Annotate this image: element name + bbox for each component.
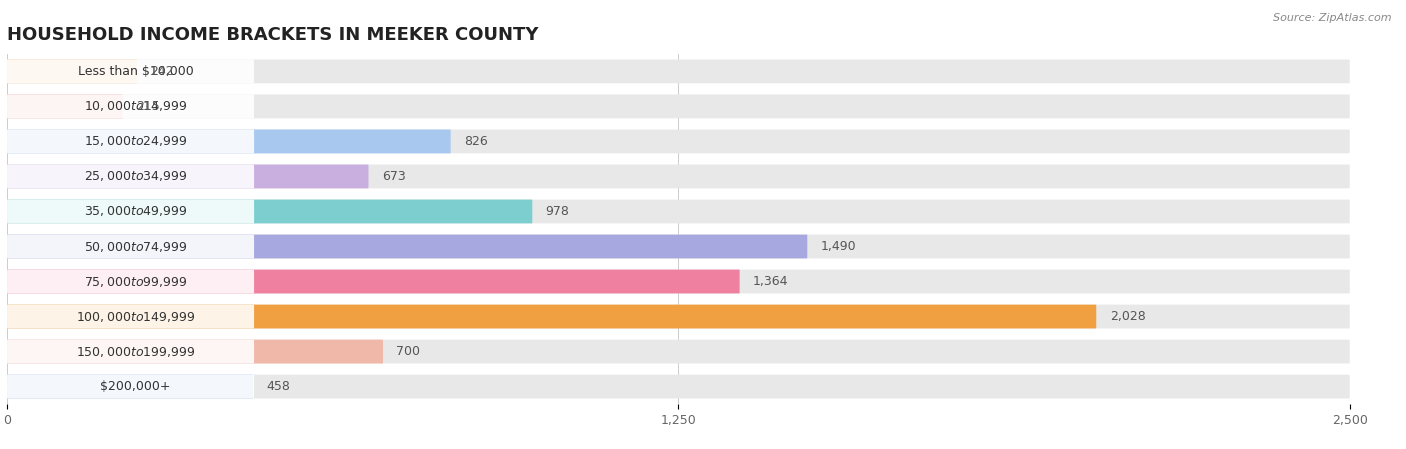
FancyBboxPatch shape [7, 94, 1350, 119]
Text: 1,490: 1,490 [821, 240, 856, 253]
FancyBboxPatch shape [7, 374, 254, 399]
Text: Source: ZipAtlas.com: Source: ZipAtlas.com [1274, 13, 1392, 23]
Text: 1,364: 1,364 [754, 275, 789, 288]
Text: 242: 242 [150, 65, 174, 78]
FancyBboxPatch shape [7, 129, 254, 154]
Text: $25,000 to $34,999: $25,000 to $34,999 [84, 169, 187, 184]
Text: Less than $10,000: Less than $10,000 [77, 65, 194, 78]
Text: 215: 215 [136, 100, 160, 113]
Text: 673: 673 [382, 170, 406, 183]
FancyBboxPatch shape [7, 94, 122, 119]
Text: $35,000 to $49,999: $35,000 to $49,999 [84, 204, 187, 219]
FancyBboxPatch shape [7, 59, 1350, 84]
FancyBboxPatch shape [7, 129, 451, 154]
Text: $200,000+: $200,000+ [100, 380, 170, 393]
FancyBboxPatch shape [7, 269, 254, 294]
FancyBboxPatch shape [7, 164, 254, 189]
FancyBboxPatch shape [7, 164, 368, 189]
FancyBboxPatch shape [7, 374, 1350, 399]
Text: HOUSEHOLD INCOME BRACKETS IN MEEKER COUNTY: HOUSEHOLD INCOME BRACKETS IN MEEKER COUN… [7, 26, 538, 44]
Text: 826: 826 [464, 135, 488, 148]
Text: 700: 700 [396, 345, 420, 358]
FancyBboxPatch shape [7, 339, 382, 364]
FancyBboxPatch shape [7, 234, 1350, 259]
FancyBboxPatch shape [7, 269, 740, 294]
FancyBboxPatch shape [7, 234, 807, 259]
FancyBboxPatch shape [7, 199, 533, 224]
FancyBboxPatch shape [7, 94, 254, 119]
FancyBboxPatch shape [7, 129, 1350, 154]
FancyBboxPatch shape [7, 199, 254, 224]
Text: $75,000 to $99,999: $75,000 to $99,999 [84, 274, 187, 289]
FancyBboxPatch shape [7, 374, 253, 399]
FancyBboxPatch shape [7, 59, 136, 84]
FancyBboxPatch shape [7, 304, 1097, 329]
FancyBboxPatch shape [7, 304, 1350, 329]
FancyBboxPatch shape [7, 164, 1350, 189]
FancyBboxPatch shape [7, 339, 1350, 364]
FancyBboxPatch shape [7, 234, 254, 259]
Text: $50,000 to $74,999: $50,000 to $74,999 [84, 239, 187, 254]
Text: $100,000 to $149,999: $100,000 to $149,999 [76, 309, 195, 324]
FancyBboxPatch shape [7, 59, 254, 84]
FancyBboxPatch shape [7, 339, 254, 364]
Text: 458: 458 [267, 380, 290, 393]
Text: $150,000 to $199,999: $150,000 to $199,999 [76, 344, 195, 359]
Text: 978: 978 [546, 205, 569, 218]
Text: $10,000 to $14,999: $10,000 to $14,999 [84, 99, 187, 114]
FancyBboxPatch shape [7, 199, 1350, 224]
FancyBboxPatch shape [7, 304, 254, 329]
Text: 2,028: 2,028 [1109, 310, 1146, 323]
Text: $15,000 to $24,999: $15,000 to $24,999 [84, 134, 187, 149]
FancyBboxPatch shape [7, 269, 1350, 294]
